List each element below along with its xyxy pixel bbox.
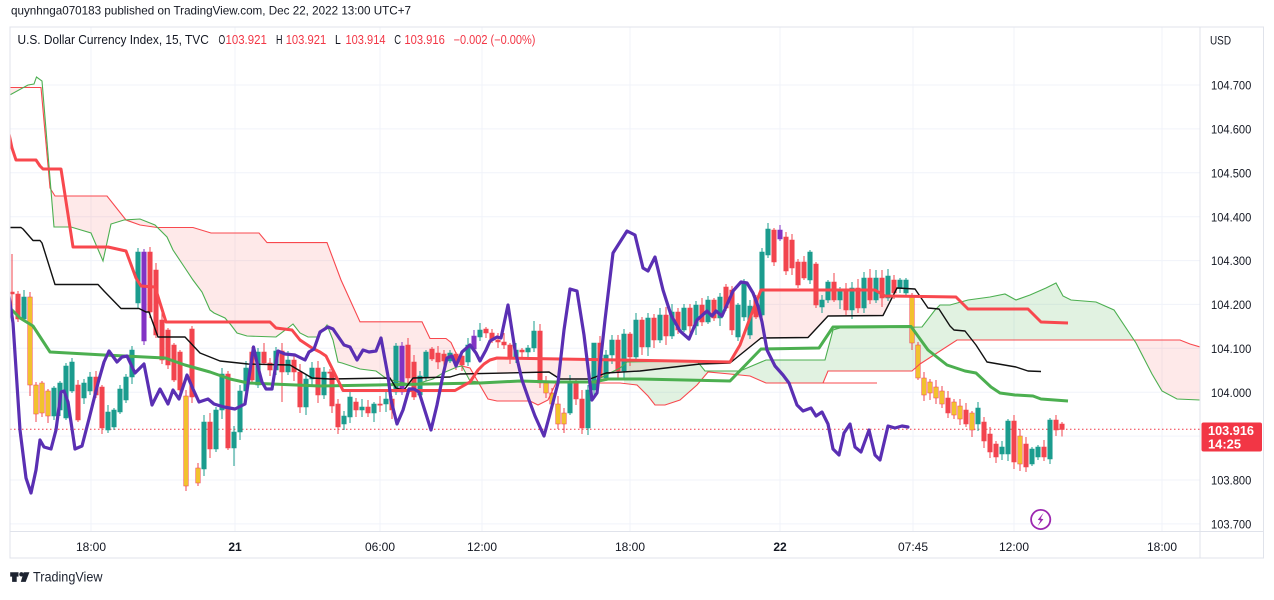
svg-text:103.921: 103.921 [226, 33, 267, 47]
svg-text:103.800: 103.800 [1211, 476, 1251, 488]
svg-text:USD: USD [1210, 34, 1231, 48]
svg-text:L: L [335, 33, 341, 47]
svg-text:12:00: 12:00 [999, 540, 1029, 554]
svg-text:06:00: 06:00 [365, 540, 395, 554]
svg-text:104.500: 104.500 [1211, 168, 1251, 180]
svg-text:21: 21 [228, 540, 242, 554]
svg-text:104.700: 104.700 [1211, 81, 1251, 93]
svg-text:104.600: 104.600 [1211, 125, 1251, 137]
svg-text:18:00: 18:00 [1147, 540, 1177, 554]
svg-text:104.100: 104.100 [1211, 344, 1251, 356]
svg-text:H: H [276, 33, 283, 47]
svg-text:103.700: 103.700 [1211, 520, 1251, 532]
svg-text:14:25: 14:25 [1208, 438, 1241, 452]
svg-text:C: C [394, 33, 401, 47]
svg-text:07:45: 07:45 [898, 540, 928, 554]
svg-text:O: O [219, 33, 226, 47]
svg-text:103.914: 103.914 [346, 33, 386, 47]
svg-text:quynhnga070183 published on Tr: quynhnga070183 published on TradingView.… [11, 4, 411, 18]
svg-text:U.S. Dollar Currency Index, 15: U.S. Dollar Currency Index, 15, TVC [18, 33, 209, 47]
svg-text:104.400: 104.400 [1211, 212, 1251, 224]
svg-text:103.916: 103.916 [1208, 424, 1254, 438]
svg-text:18:00: 18:00 [76, 540, 106, 554]
svg-text:103.921: 103.921 [286, 33, 327, 47]
svg-text:22: 22 [773, 540, 787, 554]
svg-text:103.916: 103.916 [404, 33, 444, 47]
svg-text:104.000: 104.000 [1211, 388, 1251, 400]
svg-text:18:00: 18:00 [615, 540, 645, 554]
svg-text:104.200: 104.200 [1211, 300, 1251, 312]
svg-text:TradingView: TradingView [33, 570, 103, 586]
svg-text:12:00: 12:00 [467, 540, 497, 554]
svg-text:−0.002 (−0.00%): −0.002 (−0.00%) [454, 33, 536, 47]
svg-text:104.300: 104.300 [1211, 256, 1251, 268]
